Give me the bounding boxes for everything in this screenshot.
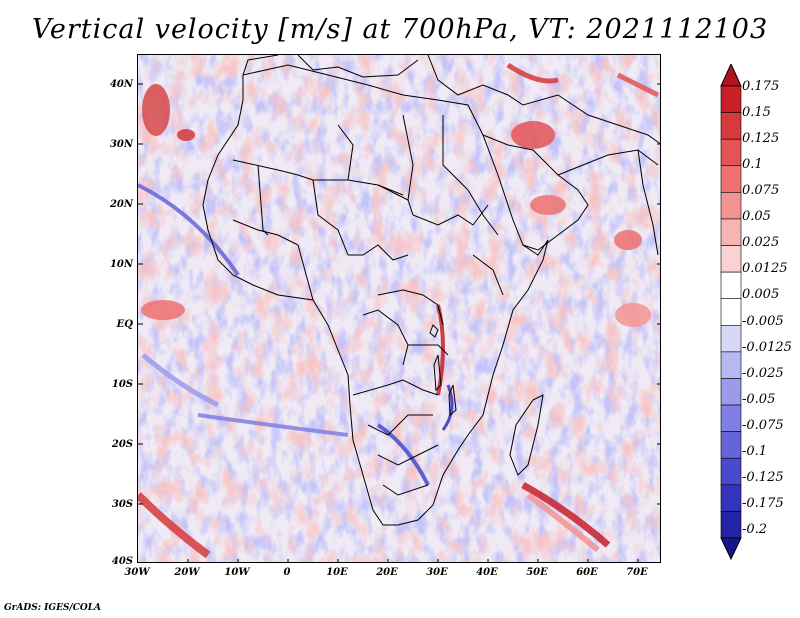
colorbar-swatch: [720, 192, 742, 220]
lat-label-30s: 30S: [111, 499, 133, 510]
lat-label-eq: EQ: [116, 319, 133, 330]
colorbar-label: 0.005: [742, 287, 780, 302]
colorbar-label: -0.175: [742, 496, 784, 511]
colorbar-label: 0.0125: [742, 261, 788, 276]
colorbar-label: -0.125: [742, 470, 784, 485]
lon-label-10w: 10W: [224, 567, 250, 578]
colorbar-label: 0.1: [742, 157, 763, 172]
lat-label-40s: 40S: [111, 556, 133, 567]
colorbar-label: -0.005: [742, 314, 784, 329]
lat-label-20s: 20S: [111, 439, 133, 450]
lon-label-60e: 60E: [576, 567, 598, 578]
colorbar-swatch: [720, 85, 742, 113]
colorbar-swatch: [720, 165, 742, 193]
colorbar-swatch: [720, 511, 742, 539]
colorbar-swatch: [720, 112, 742, 140]
colorbar-label: 0.025: [742, 235, 780, 250]
map-panel: [137, 54, 661, 563]
colorbar-swatch: [720, 404, 742, 432]
lat-label-30n: 30N: [109, 139, 133, 150]
colorbar-swatch: [720, 351, 742, 379]
tick-marks: [138, 83, 660, 562]
colorbar-label: -0.075: [742, 418, 784, 433]
lat-label-10n: 10N: [109, 259, 133, 270]
colorbar-swatch: [720, 457, 742, 486]
coastlines-and-borders: [202, 55, 660, 526]
colorbar-label: -0.05: [742, 392, 776, 407]
lon-label-10e: 10E: [326, 567, 348, 578]
lon-label-70e: 70E: [626, 567, 648, 578]
strong-velocity-streaks: [138, 62, 660, 559]
colorbar-label: 0.15: [742, 105, 771, 120]
colorbar-swatch: [720, 298, 742, 326]
colorbar-label: -0.1: [742, 444, 768, 459]
colorbar-label: 0.075: [742, 183, 780, 198]
lon-label-20e: 20E: [376, 567, 398, 578]
colorbar-swatch: [720, 324, 742, 353]
chart-title: Vertical velocity [m/s] at 700hPa, VT: 2…: [31, 14, 769, 45]
colorbar-label: 0.05: [742, 209, 771, 224]
lon-label-40e: 40E: [476, 567, 498, 578]
vertical-velocity-field: [138, 55, 660, 562]
colorbar-swatch: [720, 245, 742, 273]
colorbar-label: -0.2: [742, 522, 768, 537]
colorbar-swatch: [720, 484, 742, 512]
lon-label-0: 0: [283, 567, 291, 578]
colorbar-label: 0.125: [742, 131, 780, 146]
colorbar-swatch: [720, 138, 742, 167]
lat-label-20n: 20N: [109, 199, 133, 210]
colorbar-swatch: [720, 431, 742, 459]
lon-label-30w: 30W: [124, 567, 150, 578]
colorbar-bottom-arrow: [720, 537, 742, 560]
lat-label-40n: 40N: [109, 79, 133, 90]
colorbar-swatch: [720, 271, 742, 300]
colorbar-label: -0.025: [742, 366, 784, 381]
colorbar: [720, 64, 742, 560]
colorbar-swatch: [720, 218, 742, 246]
lon-label-20w: 20W: [174, 567, 200, 578]
colorbar-label: -0.0125: [742, 340, 792, 355]
lon-label-30e: 30E: [426, 567, 448, 578]
colorbar-top-arrow: [720, 64, 742, 87]
lon-label-50e: 50E: [526, 567, 548, 578]
footer-credit: GrADS: IGES/COLA: [4, 603, 102, 613]
colorbar-label: 0.175: [742, 79, 780, 94]
colorbar-swatch: [720, 378, 742, 406]
lat-label-10s: 10S: [111, 379, 133, 390]
